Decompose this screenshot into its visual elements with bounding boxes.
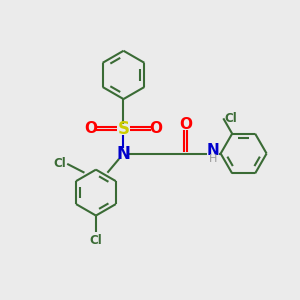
Text: Cl: Cl (53, 158, 66, 170)
Text: N: N (207, 143, 220, 158)
Text: Cl: Cl (225, 112, 238, 125)
Text: H: H (209, 154, 218, 164)
Text: O: O (179, 118, 192, 133)
Text: Cl: Cl (90, 234, 102, 247)
Text: O: O (85, 121, 98, 136)
Text: N: N (117, 145, 130, 163)
Text: O: O (149, 121, 162, 136)
Text: S: S (118, 120, 130, 138)
